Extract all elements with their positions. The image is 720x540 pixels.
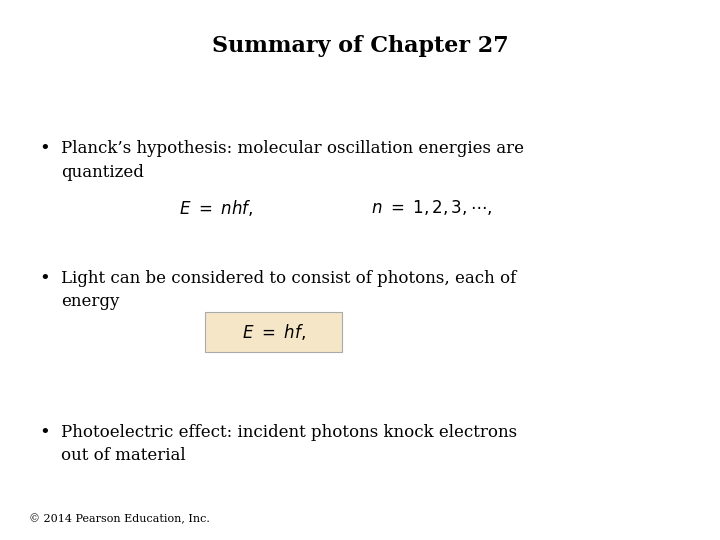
Text: $E \ = \ hf,$: $E \ = \ hf,$ bbox=[242, 322, 305, 342]
Text: Light can be considered to consist of photons, each of
energy: Light can be considered to consist of ph… bbox=[61, 270, 516, 310]
Text: Summary of Chapter 27: Summary of Chapter 27 bbox=[212, 35, 508, 57]
Text: Planck’s hypothesis: molecular oscillation energies are
quantized: Planck’s hypothesis: molecular oscillati… bbox=[61, 140, 524, 181]
Text: •: • bbox=[40, 270, 50, 288]
Text: $n \ = \ 1, 2, 3, \cdots,$: $n \ = \ 1, 2, 3, \cdots,$ bbox=[372, 198, 492, 218]
Text: Photoelectric effect: incident photons knock electrons
out of material: Photoelectric effect: incident photons k… bbox=[61, 424, 518, 464]
Text: •: • bbox=[40, 424, 50, 442]
Text: © 2014 Pearson Education, Inc.: © 2014 Pearson Education, Inc. bbox=[29, 513, 210, 524]
FancyBboxPatch shape bbox=[205, 312, 342, 352]
Text: •: • bbox=[40, 140, 50, 158]
Text: $E \ = \ nhf,$: $E \ = \ nhf,$ bbox=[179, 198, 253, 218]
